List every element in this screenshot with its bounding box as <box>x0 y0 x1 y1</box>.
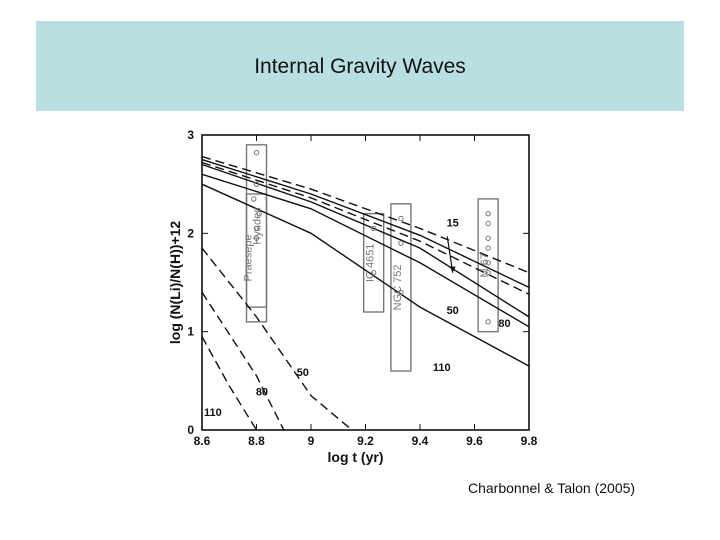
x-tick-label: 9.4 <box>412 434 429 448</box>
cluster-point <box>485 269 491 276</box>
series-line-15-dashed <box>201 155 530 274</box>
x-tick-label: 9.8 <box>521 434 538 448</box>
annotation-arrow <box>446 236 454 273</box>
series-line-110-dashed <box>201 336 258 431</box>
cluster-point <box>398 240 404 246</box>
cluster-point <box>253 181 260 187</box>
series-line-50-solid <box>201 173 530 328</box>
cluster-point <box>485 235 491 241</box>
cluster-point <box>485 245 491 251</box>
chart-container: 8.6 8.8 9 9.2 9.4 9.6 9.8 0 1 2 3 Hyades Praesepe IC … <box>160 126 550 471</box>
curve-label: 80 <box>256 387 268 399</box>
cluster-box <box>477 198 499 333</box>
cluster-point <box>253 235 260 241</box>
cluster-label: NGC 752 <box>392 264 404 310</box>
cluster-point <box>251 196 257 202</box>
curve-label: 15 <box>447 217 459 229</box>
x-tick-label: 9.2 <box>357 434 374 448</box>
cluster-point <box>398 289 404 296</box>
series-line-50-dashed <box>201 247 353 431</box>
series-line-80-solid <box>201 163 530 318</box>
series-line-80-dashed <box>201 161 530 295</box>
curve-label: 110 <box>433 362 451 374</box>
cluster-box <box>245 193 268 323</box>
series-line-80-dashed <box>201 291 285 431</box>
annotation-arrowhead <box>449 266 456 273</box>
cluster-point <box>485 319 491 325</box>
cluster-point <box>485 210 491 217</box>
series-line-15-solid <box>201 158 530 289</box>
curve-label: 50 <box>447 305 459 317</box>
cluster-point <box>398 215 404 222</box>
curve-label: 80 <box>498 318 510 330</box>
cluster-label: M 67 <box>479 253 491 277</box>
cluster-point <box>253 225 260 232</box>
y-tick-label: 1 <box>187 325 194 339</box>
cluster-label: IC 4651 <box>365 244 377 283</box>
y-tick-label: 3 <box>187 128 194 142</box>
curve-label: 50 <box>297 367 309 379</box>
y-tick-label: 2 <box>187 226 194 240</box>
curve-label: 110 <box>204 407 222 419</box>
y-tick-label: 0 <box>187 423 194 437</box>
x-tick-label: 9.6 <box>466 434 483 448</box>
x-tick-label: 9 <box>308 434 315 448</box>
title-band: Internal Gravity Waves <box>36 21 684 111</box>
cluster-point <box>370 269 377 276</box>
cluster-box <box>362 212 385 313</box>
cluster-point <box>256 210 262 217</box>
cluster-point <box>485 260 491 266</box>
citation: Charbonnel & Talon (2005) <box>468 480 636 496</box>
slide-title: Internal Gravity Waves <box>254 55 466 78</box>
cluster-point <box>370 225 377 232</box>
y-axis-label: log (N(Li)/N(H))+12 <box>167 221 183 344</box>
series-line-110-solid <box>201 183 530 367</box>
cluster-label: Hyades <box>252 207 264 245</box>
x-axis-label: log t (yr) <box>328 449 384 465</box>
cluster-point <box>253 150 260 156</box>
cluster-label: Praesepe <box>243 234 255 281</box>
x-tick-label: 8.8 <box>248 434 265 448</box>
x-tick-label: 8.6 <box>194 434 211 448</box>
cluster-point <box>485 220 491 227</box>
